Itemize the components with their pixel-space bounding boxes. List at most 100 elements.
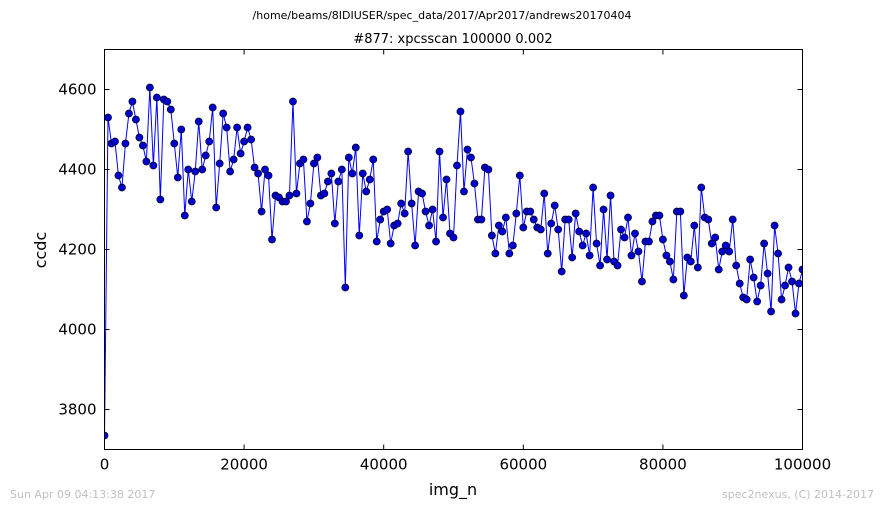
x-tick-label: 60000 [499,456,547,474]
y-tick-label: 4400 [58,161,96,179]
data-point [111,137,119,146]
data-point [721,241,730,250]
data-point [505,249,514,258]
data-point [679,291,688,300]
data-point [655,211,664,220]
data-point [309,159,318,168]
data-point [470,179,479,188]
data-point [205,137,214,146]
data-point [201,151,210,160]
data-point [753,297,762,306]
data-point [606,191,615,200]
data-point [763,269,772,278]
x-tick-label: 100000 [774,456,831,474]
data-point [467,153,475,162]
data-point [257,207,266,216]
y-axis-label: ccdc [31,232,50,269]
data-point [138,141,147,150]
data-point [135,133,144,142]
data-point [774,249,782,258]
data-point [104,113,112,122]
data-point [229,155,238,164]
data-point [508,241,517,250]
data-point [222,123,231,132]
data-point [344,153,353,162]
data-point [386,239,395,248]
data-point [215,159,224,168]
data-point [411,241,420,250]
data-point [512,209,521,218]
data-point [697,183,706,192]
data-point [303,217,311,226]
data-point [686,257,695,266]
data-point [261,165,269,174]
data-point [617,225,625,234]
data-point [351,143,360,152]
data-point [624,213,632,222]
data-point [145,83,154,92]
data-point [791,309,800,318]
data-point [177,125,186,134]
plot-frame [104,49,803,450]
data-point [250,163,259,172]
data-point [449,233,458,242]
data-point [582,229,591,238]
data-point [484,165,493,174]
data-point [529,215,538,224]
data-point [327,169,336,178]
data-point [240,137,248,146]
data-point [128,97,137,106]
x-tick-label: 20000 [220,456,268,474]
data-point [735,279,744,288]
data-point [690,221,699,230]
data-point [638,277,646,286]
data-point [393,219,402,228]
data-point [184,165,193,174]
data-point [365,175,374,184]
data-point [463,145,472,154]
data-point [369,155,378,164]
data-point [571,209,580,218]
data-point [372,237,381,246]
data-point [711,233,720,242]
x-tick-label: 0 [100,456,110,474]
data-point [233,123,242,132]
data-point [540,189,549,198]
data-point [659,235,667,244]
data-point [299,155,308,164]
data-point [781,281,789,290]
data-point [627,251,636,260]
plot-area [104,83,803,440]
data-point [515,171,524,180]
data-point [397,199,406,208]
data-point [777,295,786,304]
y-tick-label: 4200 [58,241,96,259]
data-point [725,247,734,256]
data-point [125,109,133,118]
data-point [358,169,367,178]
data-point [714,265,723,274]
data-point [585,251,594,260]
data-point [578,241,587,250]
data-point [575,227,584,236]
data-point [348,169,357,178]
data-point [282,197,290,206]
data-point [404,147,413,156]
data-point [491,249,500,258]
y-tick-label: 4600 [58,81,96,99]
footer-timestamp: Sun Apr 09 04:13:38 2017 [10,488,156,501]
data-point [425,221,433,230]
data-point [208,103,217,112]
data-point [498,227,507,236]
data-point [180,211,189,220]
data-point [756,281,765,290]
data-point [268,235,276,244]
data-point [355,231,364,240]
data-point [550,201,559,210]
data-point [613,261,622,270]
data-point [742,295,751,304]
data-point [292,189,301,198]
data-point [118,183,126,192]
data-point [526,207,535,216]
data-point [285,191,294,200]
